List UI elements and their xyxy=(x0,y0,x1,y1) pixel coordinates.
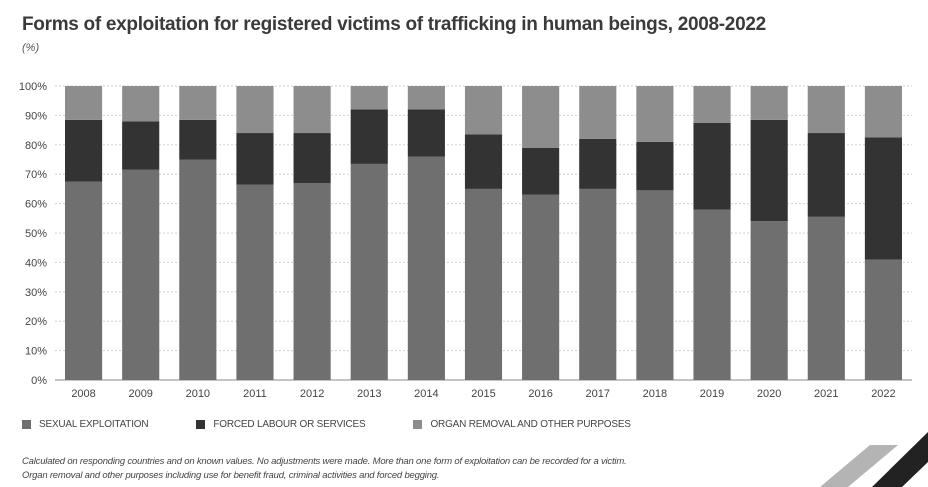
bar-segment xyxy=(407,109,445,157)
x-tick-label: 2019 xyxy=(700,388,724,400)
bar-segment xyxy=(464,86,503,135)
bar-segment xyxy=(64,119,103,182)
legend-label: ORGAN REMOVAL AND OTHER PURPOSES xyxy=(430,419,631,430)
bar-segment xyxy=(122,121,160,170)
stacked-bar-chart: 0% 10% 20% 30% 40% 50% 60% 70% 80% 90% 100% 2008 200… xyxy=(19,81,912,400)
bar-segment xyxy=(350,163,388,380)
x-tick-label: 2016 xyxy=(528,388,552,400)
y-tick-label: 50% xyxy=(25,228,47,240)
bar-segment xyxy=(293,133,331,184)
bar-segment xyxy=(864,137,903,260)
y-tick-label: 100% xyxy=(19,81,47,93)
bar-segment xyxy=(864,259,903,380)
bar-segment xyxy=(636,190,674,380)
y-tick-label: 70% xyxy=(25,169,47,181)
chart-legend: SEXUAL EXPLOITATION FORCED LABOUR OR SER… xyxy=(22,419,631,430)
bar-segment xyxy=(464,188,503,380)
legend-swatch xyxy=(196,420,206,429)
bar-segment xyxy=(236,133,274,185)
bar-segment xyxy=(64,86,103,120)
bar-segment xyxy=(522,194,560,380)
bar-segment xyxy=(522,86,560,148)
bar-segment xyxy=(293,183,331,380)
legend-swatch xyxy=(22,420,31,429)
y-tick-label: 10% xyxy=(25,346,47,358)
bar-segment xyxy=(579,138,617,189)
bar-segment xyxy=(407,156,445,380)
bar-segment xyxy=(179,119,217,160)
x-tick-label: 2008 xyxy=(71,388,95,400)
bar-segment xyxy=(693,86,731,123)
bar-segment xyxy=(750,86,788,120)
legend-item-organ-removal: ORGAN REMOVAL AND OTHER PURPOSES xyxy=(413,419,631,430)
x-tick-label: 2009 xyxy=(128,388,152,400)
y-tick-label: 0% xyxy=(31,375,47,387)
bar-segment xyxy=(579,188,617,380)
y-tick-label: 30% xyxy=(25,287,47,299)
x-tick-label: 2022 xyxy=(871,388,895,400)
bar-segment xyxy=(636,141,674,191)
bar-segment xyxy=(807,86,845,134)
bar-segment xyxy=(693,122,731,210)
bar-segment xyxy=(750,119,788,222)
chart-title: Forms of exploitation for registered vic… xyxy=(22,14,766,35)
bar-segment xyxy=(522,147,560,195)
bar-segment xyxy=(579,86,617,139)
bar-segment xyxy=(122,86,160,122)
y-tick-label: 20% xyxy=(25,316,47,328)
x-tick-label: 2014 xyxy=(414,388,438,400)
x-tick-label: 2017 xyxy=(586,388,610,400)
x-tick-label: 2015 xyxy=(471,388,495,400)
bar-segment xyxy=(350,109,388,164)
bar-segment xyxy=(179,159,217,380)
bar-segment xyxy=(864,86,903,138)
bar-segment xyxy=(693,209,731,380)
x-tick-label: 2020 xyxy=(757,388,781,400)
bar-segment xyxy=(350,86,388,110)
legend-label: SEXUAL EXPLOITATION xyxy=(39,419,149,430)
x-tick-label: 2021 xyxy=(814,388,838,400)
x-tick-label: 2012 xyxy=(300,388,324,400)
bar-segment xyxy=(807,133,845,217)
bar-segment xyxy=(750,221,788,380)
x-tick-label: 2013 xyxy=(357,388,381,400)
x-tick-label: 2010 xyxy=(186,388,210,400)
chart-unit: (%) xyxy=(22,42,40,54)
bar-segment xyxy=(807,216,845,380)
bar-segment xyxy=(122,169,160,380)
legend-swatch xyxy=(413,420,423,429)
legend-item-sexual-exploitation: SEXUAL EXPLOITATION xyxy=(22,419,149,430)
note-line-2: Organ removal and other purposes includi… xyxy=(22,470,440,481)
legend-label: FORCED LABOUR OR SERVICES xyxy=(213,419,366,430)
chart-notes: Calculated on responding countries and o… xyxy=(22,455,627,483)
bar-segment xyxy=(179,86,217,120)
bar-segment xyxy=(293,86,331,134)
x-tick-label: 2011 xyxy=(243,388,267,400)
bar-segment xyxy=(464,134,503,189)
bar-segment xyxy=(236,184,274,380)
bar-segment xyxy=(407,86,445,110)
bar-segment xyxy=(236,86,274,134)
legend-item-forced-labour: FORCED LABOUR OR SERVICES xyxy=(196,419,366,430)
bar-segment xyxy=(636,86,674,142)
bar-segment xyxy=(64,181,103,380)
y-tick-label: 40% xyxy=(25,257,47,269)
x-tick-label: 2018 xyxy=(643,388,667,400)
y-tick-label: 90% xyxy=(25,110,47,122)
note-line-1: Calculated on responding countries and o… xyxy=(22,456,627,467)
y-tick-label: 80% xyxy=(25,140,47,152)
y-tick-label: 60% xyxy=(25,199,47,211)
